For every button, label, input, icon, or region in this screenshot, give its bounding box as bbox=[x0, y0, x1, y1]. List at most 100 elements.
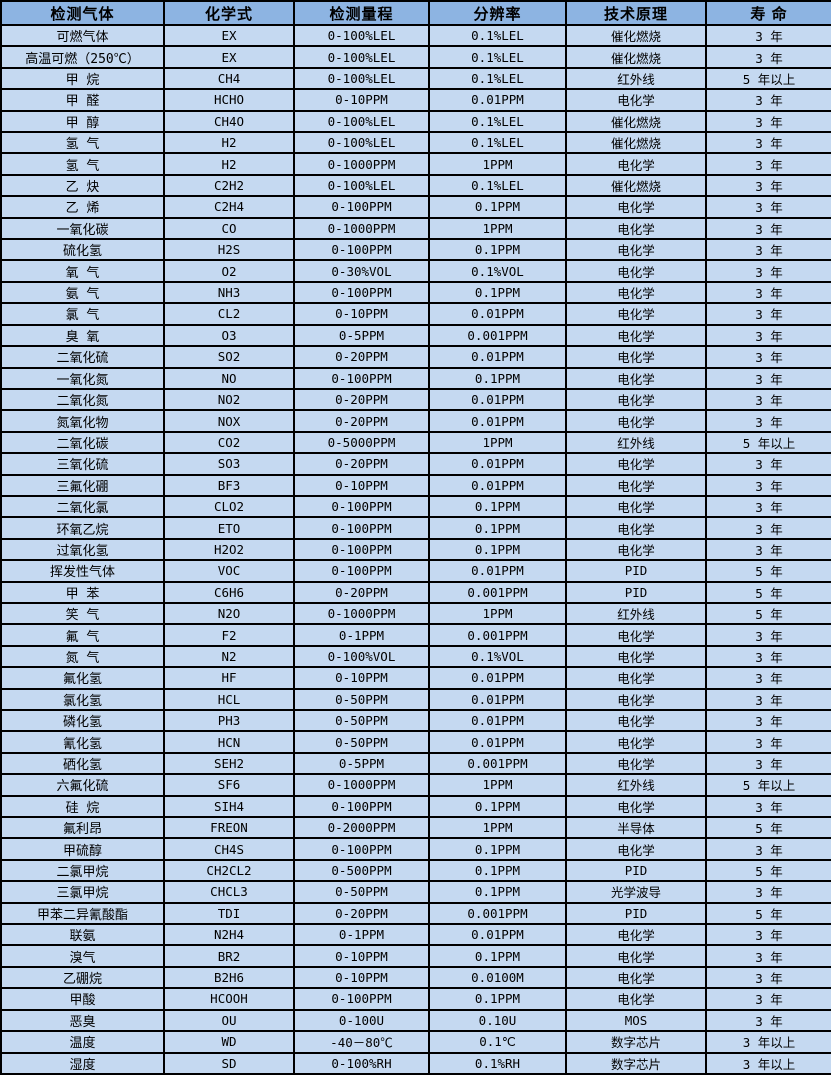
cell-principle: 催化燃烧 bbox=[565, 131, 707, 155]
cell-principle: 催化燃烧 bbox=[565, 109, 707, 134]
cell-range: 0-1000PPM bbox=[293, 773, 430, 797]
cell-range: 0-2000PPM bbox=[293, 816, 430, 840]
cell-gas-name: 乙 烯 bbox=[0, 195, 165, 219]
cell-resolution: 1PPM bbox=[428, 152, 567, 176]
cell-range: 0-100%LEL bbox=[293, 109, 430, 134]
cell-resolution: 0.01PPM bbox=[428, 666, 567, 690]
cell-formula: H2S bbox=[163, 238, 295, 262]
cell-lifespan: 3 年 bbox=[705, 345, 831, 369]
table-row: 氟 气 F2 0-1PPM 0.001PPM 电化学 3 年 bbox=[0, 623, 831, 647]
cell-lifespan: 3 年 bbox=[705, 152, 831, 176]
cell-resolution: 0.1%LEL bbox=[428, 131, 567, 155]
column-header-2: 检测量程 bbox=[293, 0, 430, 26]
cell-principle: 红外线 bbox=[565, 601, 707, 626]
cell-principle: 电化学 bbox=[565, 644, 707, 669]
cell-lifespan: 3 年 bbox=[705, 259, 831, 283]
cell-resolution: 0.1%LEL bbox=[428, 66, 567, 91]
cell-formula: SO2 bbox=[163, 345, 295, 369]
cell-resolution: 0.01PPM bbox=[428, 409, 567, 433]
cell-range: 0-1000PPM bbox=[293, 216, 430, 241]
cell-gas-name: 三氯甲烷 bbox=[0, 880, 165, 904]
cell-resolution: 0.001PPM bbox=[428, 580, 567, 604]
table-row: 溴气 BR2 0-10PPM 0.1PPM 电化学 3 年 bbox=[0, 944, 831, 968]
cell-range: 0-100U bbox=[293, 1008, 430, 1033]
cell-gas-name: 二氧化碳 bbox=[0, 430, 165, 455]
cell-gas-name: 乙 炔 bbox=[0, 173, 165, 198]
cell-lifespan: 5 年 bbox=[705, 559, 831, 583]
cell-principle: 电化学 bbox=[565, 751, 707, 776]
cell-range: 0-100%LEL bbox=[293, 23, 430, 48]
cell-lifespan: 3 年 bbox=[705, 944, 831, 968]
cell-lifespan: 3 年 bbox=[705, 280, 831, 305]
cell-lifespan: 3 年 bbox=[705, 923, 831, 947]
cell-range: 0-100PPM bbox=[293, 837, 430, 861]
cell-resolution: 0.01PPM bbox=[428, 473, 567, 497]
table-row: 二氧化碳 CO2 0-5000PPM 1PPM 红外线 5 年以上 bbox=[0, 430, 831, 455]
table-row: 臭 氧 O3 0-5PPM 0.001PPM 电化学 3 年 bbox=[0, 323, 831, 348]
column-header-5: 寿 命 bbox=[705, 0, 831, 26]
cell-formula: BR2 bbox=[163, 944, 295, 968]
cell-formula: WD bbox=[163, 1030, 295, 1054]
cell-lifespan: 5 年 bbox=[705, 816, 831, 840]
table-row: 乙 炔 C2H2 0-100%LEL 0.1%LEL 催化燃烧 3 年 bbox=[0, 173, 831, 198]
cell-range: 0-100%RH bbox=[293, 1051, 430, 1075]
table-row: 氨 气 NH3 0-100PPM 0.1PPM 电化学 3 年 bbox=[0, 280, 831, 305]
column-header-3: 分辨率 bbox=[428, 0, 567, 26]
cell-principle: 电化学 bbox=[565, 794, 707, 819]
cell-gas-name: 二氧化硫 bbox=[0, 345, 165, 369]
cell-lifespan: 3 年 bbox=[705, 473, 831, 497]
cell-principle: 电化学 bbox=[565, 195, 707, 219]
cell-range: 0-100%LEL bbox=[293, 131, 430, 155]
cell-principle: 电化学 bbox=[565, 923, 707, 947]
table-row: 过氧化氢 H2O2 0-100PPM 0.1PPM 电化学 3 年 bbox=[0, 537, 831, 562]
cell-formula: EX bbox=[163, 23, 295, 48]
cell-gas-name: 氢 气 bbox=[0, 131, 165, 155]
cell-lifespan: 3 年 bbox=[705, 173, 831, 198]
cell-formula: CH2CL2 bbox=[163, 858, 295, 883]
cell-resolution: 0.1PPM bbox=[428, 280, 567, 305]
cell-formula: SIH4 bbox=[163, 794, 295, 819]
cell-range: 0-20PPM bbox=[293, 452, 430, 476]
table-row: 氟利昂 FREON 0-2000PPM 1PPM 半导体 5 年 bbox=[0, 816, 831, 840]
cell-gas-name: 温度 bbox=[0, 1030, 165, 1054]
cell-formula: B2H6 bbox=[163, 965, 295, 990]
cell-resolution: 0.1℃ bbox=[428, 1030, 567, 1054]
cell-resolution: 0.1PPM bbox=[428, 195, 567, 219]
cell-formula: SEH2 bbox=[163, 751, 295, 776]
cell-lifespan: 5 年以上 bbox=[705, 773, 831, 797]
cell-gas-name: 臭 氧 bbox=[0, 323, 165, 348]
cell-formula: CL2 bbox=[163, 302, 295, 326]
table-row: 硒化氢 SEH2 0-5PPM 0.001PPM 电化学 3 年 bbox=[0, 751, 831, 776]
cell-resolution: 0.001PPM bbox=[428, 901, 567, 926]
table-row: 乙 烯 C2H4 0-100PPM 0.1PPM 电化学 3 年 bbox=[0, 195, 831, 219]
cell-formula: NO2 bbox=[163, 387, 295, 412]
cell-lifespan: 3 年 bbox=[705, 366, 831, 390]
cell-lifespan: 3 年 bbox=[705, 302, 831, 326]
table-row: 甲 苯 C6H6 0-20PPM 0.001PPM PID 5 年 bbox=[0, 580, 831, 604]
table-row: 二氧化氯 CLO2 0-100PPM 0.1PPM 电化学 3 年 bbox=[0, 494, 831, 519]
cell-range: 0-100%VOL bbox=[293, 644, 430, 669]
cell-gas-name: 二氧化氮 bbox=[0, 387, 165, 412]
cell-formula: H2 bbox=[163, 131, 295, 155]
cell-lifespan: 3 年 bbox=[705, 109, 831, 134]
cell-resolution: 0.1PPM bbox=[428, 944, 567, 968]
cell-principle: 催化燃烧 bbox=[565, 23, 707, 48]
cell-gas-name: 甲 苯 bbox=[0, 580, 165, 604]
table-row: 恶臭 OU 0-100U 0.10U MOS 3 年 bbox=[0, 1008, 831, 1033]
cell-gas-name: 高温可燃（250℃） bbox=[0, 45, 165, 69]
cell-range: 0-100PPM bbox=[293, 195, 430, 219]
cell-gas-name: 氢 气 bbox=[0, 152, 165, 176]
cell-lifespan: 5 年以上 bbox=[705, 66, 831, 91]
table-row: 环氧乙烷 ETO 0-100PPM 0.1PPM 电化学 3 年 bbox=[0, 516, 831, 540]
cell-formula: PH3 bbox=[163, 708, 295, 733]
cell-principle: 电化学 bbox=[565, 623, 707, 647]
cell-resolution: 1PPM bbox=[428, 601, 567, 626]
cell-gas-name: 一氧化碳 bbox=[0, 216, 165, 241]
cell-formula: CHCL3 bbox=[163, 880, 295, 904]
cell-lifespan: 3 年 bbox=[705, 409, 831, 433]
cell-principle: 电化学 bbox=[565, 516, 707, 540]
cell-resolution: 0.1PPM bbox=[428, 858, 567, 883]
cell-resolution: 0.1PPM bbox=[428, 366, 567, 390]
cell-gas-name: 二氯甲烷 bbox=[0, 858, 165, 883]
cell-principle: 催化燃烧 bbox=[565, 45, 707, 69]
